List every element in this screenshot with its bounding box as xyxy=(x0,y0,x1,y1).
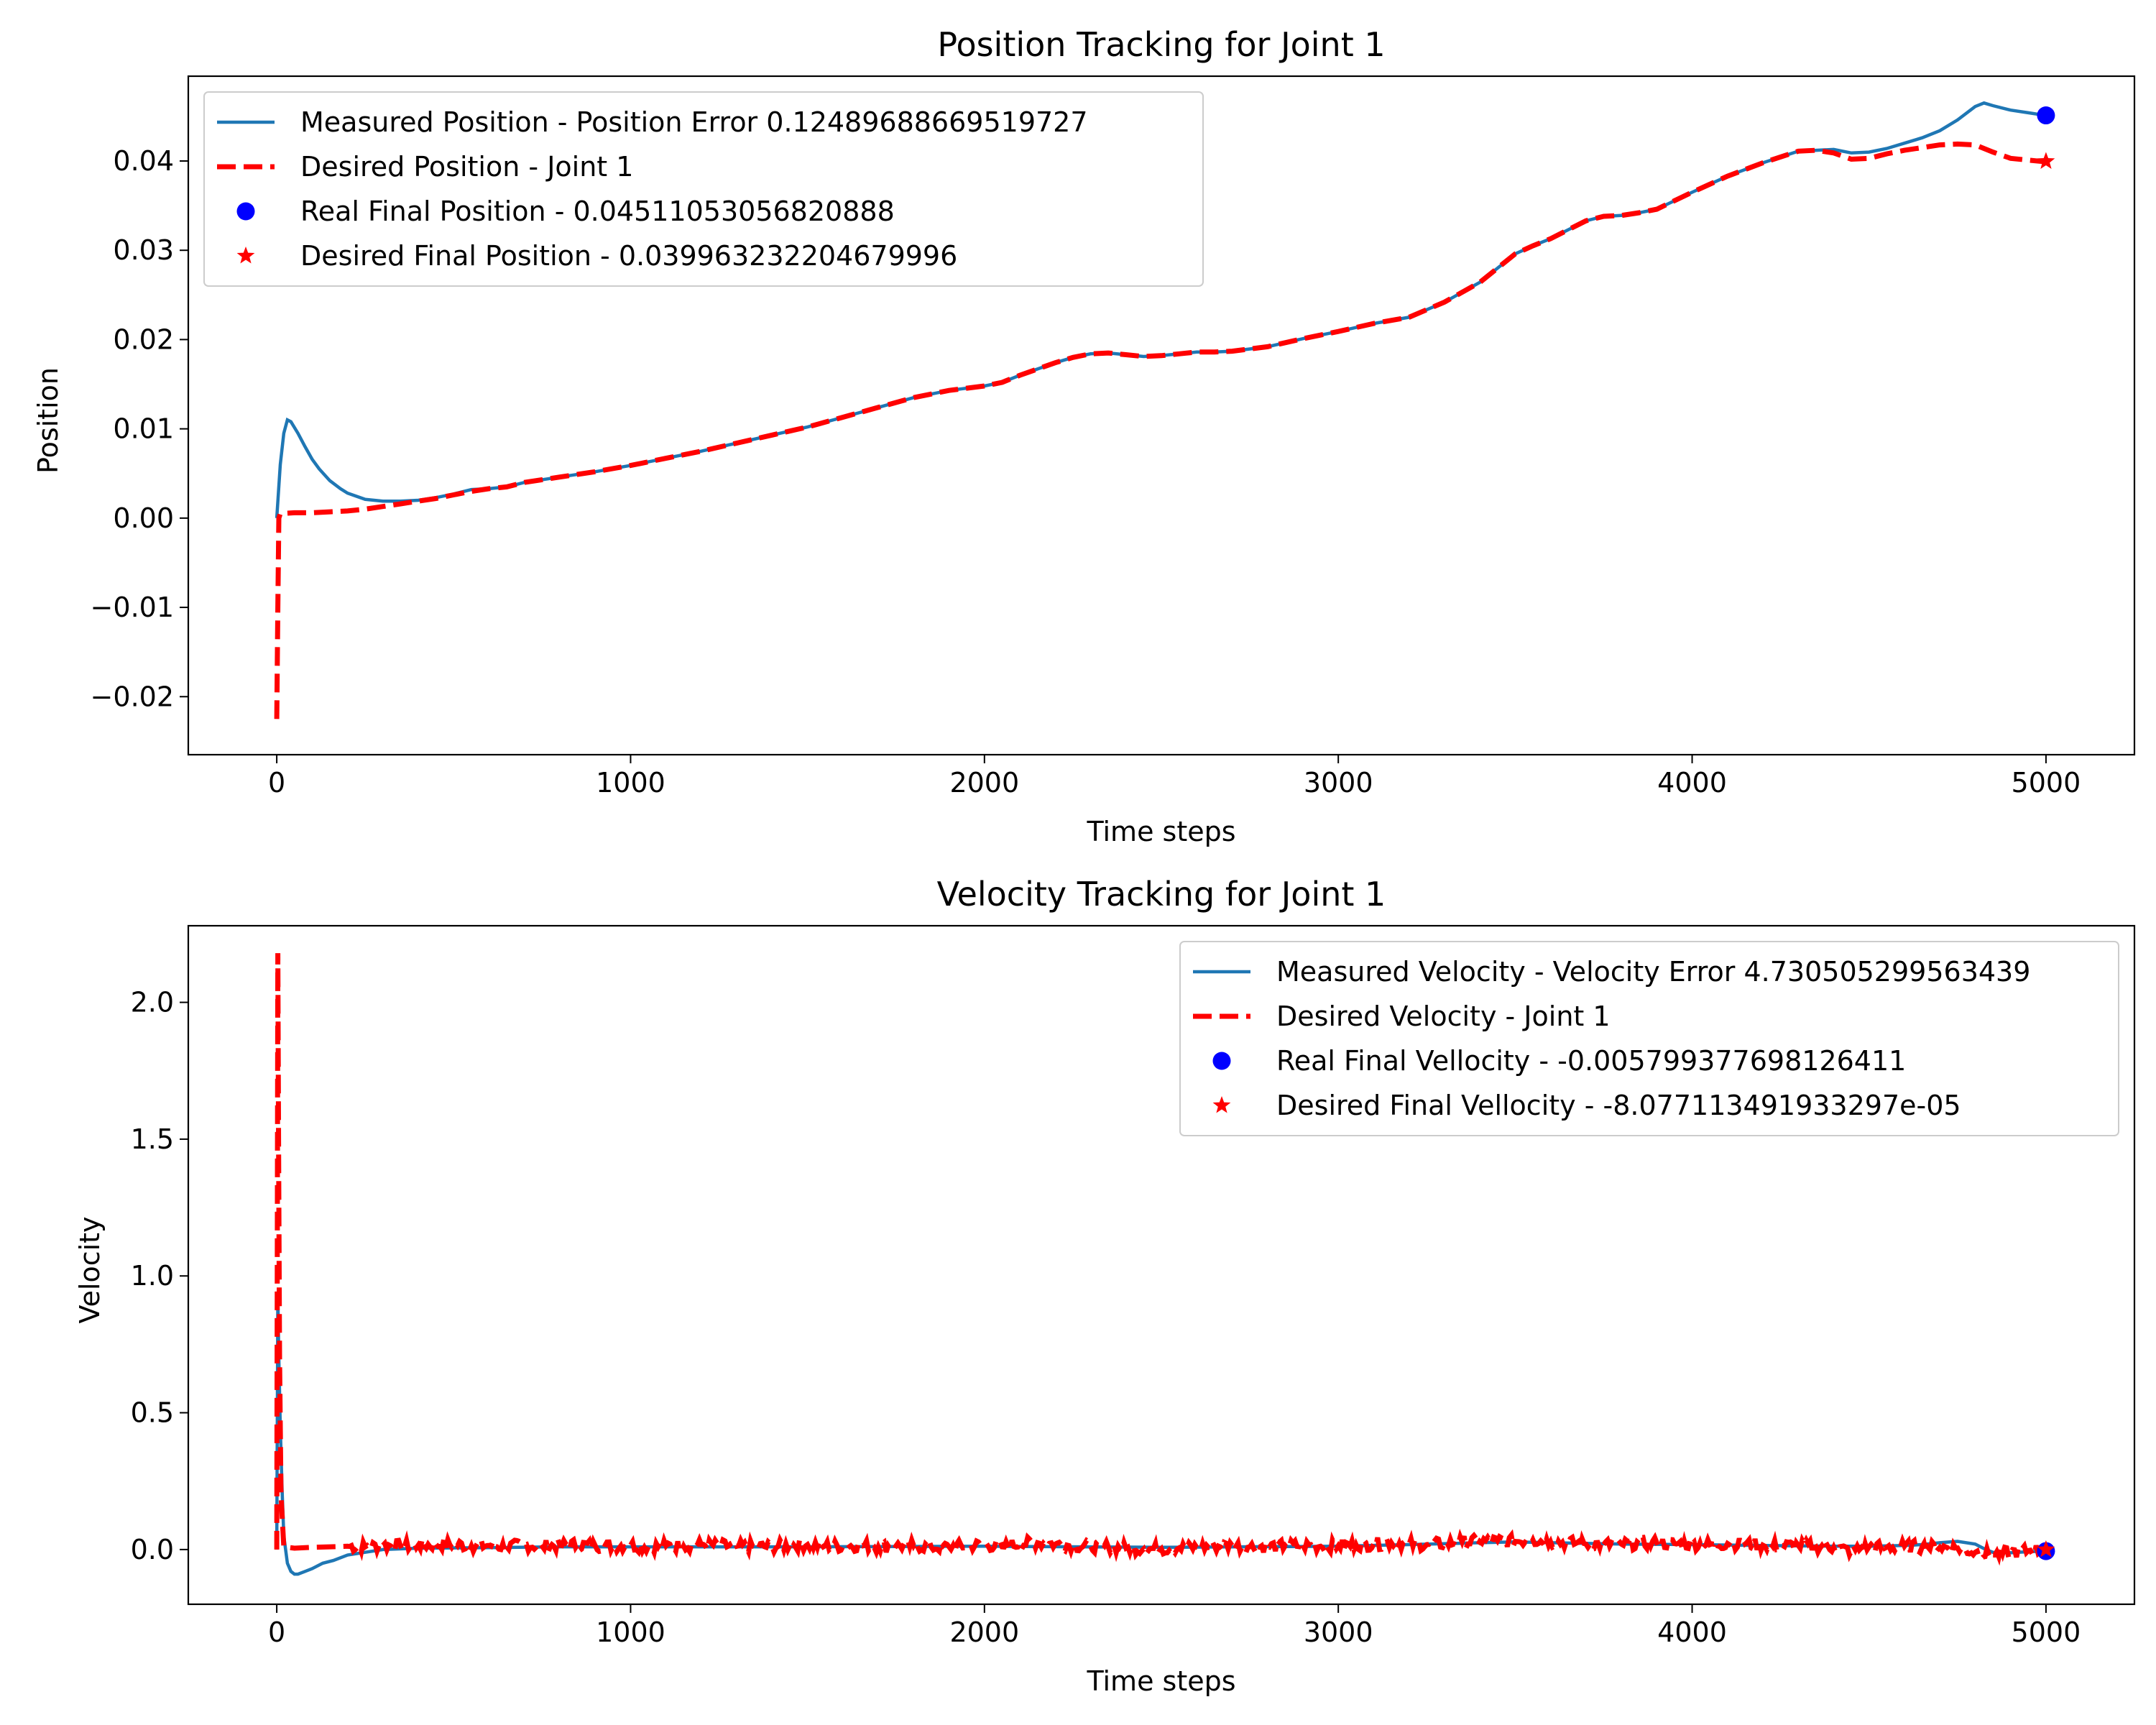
velocity-y-tick-label: 2.0 xyxy=(131,987,174,1018)
position-y-tick-label: −0.02 xyxy=(91,681,174,712)
position-desired-series-line xyxy=(274,141,2047,719)
legend-entry-label: Desired Position - Joint 1 xyxy=(300,151,633,183)
position-y-tick-label: 0.03 xyxy=(113,234,174,266)
legend-entry-label: Measured Velocity - Velocity Error 4.730… xyxy=(1276,956,2030,988)
velocity-y-tick-label: 0.0 xyxy=(131,1534,174,1565)
legend-entry-label: Real Final Position - 0.0451105305682088… xyxy=(300,196,895,227)
position-desired-final-marker xyxy=(2037,152,2055,169)
position-x-tick-label: 1000 xyxy=(596,767,665,799)
velocity-x-tick-label: 0 xyxy=(268,1616,285,1648)
legend-desired-final-swatch xyxy=(236,247,255,264)
velocity-plot-area: 0 1000 2000 3000 4000 5000 0.0 0.5 1.0 1.5 2.0 Meas… xyxy=(131,924,2136,1648)
position-chart-title: Position Tracking for Joint 1 xyxy=(937,25,1385,64)
velocity-chart: 0 1000 2000 3000 4000 5000 0.0 0.5 1.0 1.5 2.0 Meas… xyxy=(74,875,2136,1697)
position-axes-frame xyxy=(187,75,2136,756)
position-x-tick-label: 2000 xyxy=(949,767,1019,799)
legend-entry-label: Desired Velocity - Joint 1 xyxy=(1276,1000,1611,1032)
legend-real-final-swatch xyxy=(1212,1052,1231,1070)
velocity-legend: Measured Velocity - Velocity Error 4.730… xyxy=(1179,941,2119,1136)
velocity-y-tick-label: 0.5 xyxy=(131,1397,174,1429)
position-y-tick-label: −0.01 xyxy=(91,592,174,623)
velocity-y-tick-label: 1.5 xyxy=(131,1123,174,1155)
position-legend: Measured Position - Position Error 0.124… xyxy=(203,91,1204,287)
velocity-x-tick-label: 4000 xyxy=(1657,1616,1727,1648)
position-x-tick-label: 3000 xyxy=(1304,767,1373,799)
position-x-tick-label: 0 xyxy=(268,767,285,799)
position-chart: 0 1000 2000 3000 4000 5000 −0.02 −0.01 0.00 0.01 0… xyxy=(32,25,2136,847)
position-plot-area: 0 1000 2000 3000 4000 5000 −0.02 −0.01 0.00 0.01 0… xyxy=(91,75,2136,799)
position-y-tick-label: 0.04 xyxy=(113,145,174,177)
position-y-axis-label: Position xyxy=(32,367,64,474)
velocity-y-axis-label: Velocity xyxy=(74,1216,106,1323)
velocity-desired-final-marker xyxy=(2037,1540,2055,1558)
velocity-x-tick-label: 1000 xyxy=(596,1616,665,1648)
legend-entry-label: Real Final Vellocity - -0.00579937769812… xyxy=(1276,1045,1906,1077)
velocity-x-tick-label: 5000 xyxy=(2012,1616,2081,1648)
velocity-axes-frame xyxy=(187,924,2136,1606)
legend-entry-label: Measured Position - Position Error 0.124… xyxy=(300,106,1088,138)
position-y-tick-label: 0.01 xyxy=(113,413,174,445)
position-real-final-marker xyxy=(2037,106,2055,125)
position-x-axis-label: Time steps xyxy=(1086,816,1235,847)
legend-entry-label: Desired Final Vellocity - -8.07711349193… xyxy=(1276,1090,1961,1121)
velocity-x-tick-label: 2000 xyxy=(949,1616,1019,1648)
position-y-tick-label: 0.00 xyxy=(113,502,174,534)
velocity-legend-box xyxy=(1179,941,2119,1136)
legend-desired-final-swatch xyxy=(1212,1096,1231,1113)
velocity-desired-series-line xyxy=(274,953,2048,1566)
legend-entry-label: Desired Final Position - 0.0399632322046… xyxy=(300,240,957,272)
velocity-chart-title: Velocity Tracking for Joint 1 xyxy=(937,875,1386,914)
velocity-x-tick-label: 3000 xyxy=(1304,1616,1373,1648)
position-x-tick-label: 5000 xyxy=(2012,767,2081,799)
velocity-x-axis-label: Time steps xyxy=(1086,1665,1235,1697)
position-y-tick-label: 0.02 xyxy=(113,323,174,355)
velocity-y-tick-label: 1.0 xyxy=(131,1260,174,1292)
position-legend-box xyxy=(203,91,1204,287)
position-x-tick-label: 4000 xyxy=(1657,767,1727,799)
legend-real-final-swatch xyxy=(236,202,255,221)
